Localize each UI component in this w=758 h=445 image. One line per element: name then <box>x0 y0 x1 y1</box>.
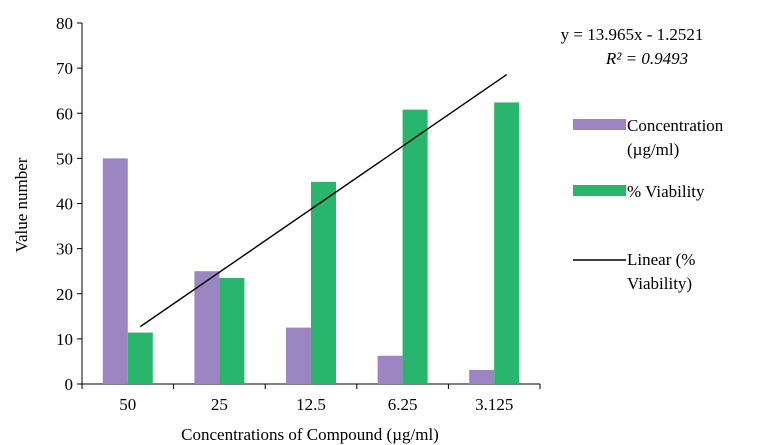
bar-concentration <box>194 271 220 384</box>
bar-concentration <box>286 327 311 384</box>
legend-label-linear: Linear (% Viability) <box>627 250 695 293</box>
x-axis: 50 25 12.5 6.25 3.125 <box>81 383 541 414</box>
x-tick-label: 12.5 <box>296 395 326 414</box>
x-tick-label: 3.125 <box>475 395 513 414</box>
trendline-line <box>139 73 508 328</box>
bar-concentration <box>469 369 495 384</box>
bar-viability <box>127 332 153 384</box>
bars <box>102 102 520 385</box>
y-tick-label: 40 <box>56 195 73 214</box>
legend-label-concentration: Concentration (µg/ml) <box>627 116 724 159</box>
x-tick-label: 50 <box>119 395 136 414</box>
x-tick-label: 25 <box>211 395 228 414</box>
bar-viability <box>494 102 520 385</box>
y-tick-label: 60 <box>56 104 73 123</box>
bar-concentration <box>377 355 403 384</box>
y-axis-title: Value number <box>12 157 31 252</box>
legend-swatch-viability <box>573 185 626 196</box>
legend: Concentration (µg/ml) % Viability Linear (%… <box>573 116 724 293</box>
y-tick-label: 20 <box>56 285 73 304</box>
bar-concentration <box>102 158 128 384</box>
legend-label-viability: % Viability <box>627 182 705 201</box>
y-tick-label: 70 <box>56 59 73 78</box>
trendline-equation: y = 13.965x - 1.2521 <box>561 25 704 44</box>
bar-viability <box>311 181 336 384</box>
trendline <box>139 73 508 328</box>
y-tick-label: 0 <box>65 375 74 394</box>
y-tick-label: 80 <box>56 14 73 33</box>
y-tick-label: 10 <box>56 330 73 349</box>
legend-swatch-concentration <box>573 119 626 130</box>
trendline-r-squared: R² = 0.9493 <box>605 49 688 68</box>
y-axis: 0 10 20 30 40 50 60 70 80 <box>56 14 83 394</box>
bar-viability <box>402 109 428 384</box>
bar-viability <box>219 277 245 384</box>
x-axis-title: Concentrations of Compound (µg/ml) <box>181 425 439 444</box>
y-tick-label: 30 <box>56 240 73 259</box>
y-tick-label: 50 <box>56 149 73 168</box>
x-tick-label: 6.25 <box>388 395 418 414</box>
